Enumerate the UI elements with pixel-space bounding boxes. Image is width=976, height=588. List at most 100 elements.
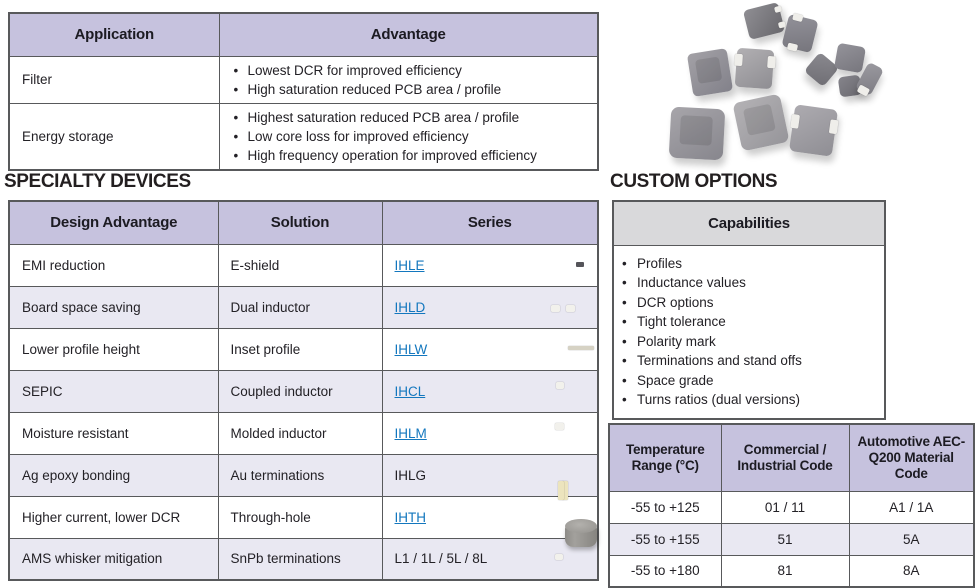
application-header: Application — [8, 12, 220, 57]
table-row: Lower profile height Inset profile IHLW — [8, 327, 599, 371]
solution-cell: SnPb terminations — [217, 537, 383, 581]
design-advantage-cell: Ag epoxy bonding — [8, 453, 219, 497]
table-row: -55 to +180 81 8A — [608, 554, 975, 588]
table-row: Board space saving Dual inductor IHLD — [8, 285, 599, 329]
capability-item: Polarity mark — [620, 332, 878, 352]
ihle-series-link[interactable]: IHLE — [394, 257, 425, 273]
advantage-cell: Highest saturation reduced PCB area / pr… — [218, 102, 599, 170]
table-row: Moisture resistant Molded inductor IHLM — [8, 411, 599, 455]
design-advantage-cell: Lower profile height — [8, 327, 219, 371]
inductor-components-photo — [620, 0, 976, 170]
advantage-item: Highest saturation reduced PCB area / pr… — [232, 108, 598, 127]
automotive-code-header: Automotive AEC-Q200 Material Code — [848, 423, 975, 492]
solution-cell: Coupled inductor — [217, 369, 383, 413]
ihcl-series-link[interactable]: IHCL — [394, 383, 426, 399]
design-advantage-cell: SEPIC — [8, 369, 219, 413]
ihth-series-link[interactable]: IHTH — [394, 509, 427, 525]
specialty-devices-heading: SPECIALTY DEVICES — [4, 171, 191, 192]
solution-cell: Au terminations — [217, 453, 383, 497]
design-advantage-cell: Board space saving — [8, 285, 219, 329]
advantage-item: High saturation reduced PCB area / profi… — [232, 80, 598, 99]
automotive-code-cell: 5A — [848, 522, 975, 556]
series-cell: IHLM — [381, 411, 599, 455]
series-header: Series — [381, 200, 599, 245]
capability-item: Turns ratios (dual versions) — [620, 390, 878, 410]
inductor-component — [833, 42, 867, 74]
table-header-row: Design Advantage Solution Series — [8, 200, 599, 245]
inductor-component — [803, 51, 840, 88]
specialty-devices-table: Design Advantage Solution Series EMI red… — [8, 200, 599, 581]
advantage-cell: Lowest DCR for improved efficiency High … — [218, 55, 599, 104]
table-header-row: Application Advantage — [8, 12, 599, 57]
temperature-range-cell: -55 to +180 — [608, 554, 722, 588]
table-row: EMI reduction E-shield IHLE — [8, 243, 599, 287]
design-advantage-cell: Moisture resistant — [8, 411, 219, 455]
inductor-component — [781, 12, 819, 54]
ihld-series-link[interactable]: IHLD — [394, 299, 426, 315]
ihlg-series-text: IHLG — [394, 467, 427, 483]
design-advantage-header: Design Advantage — [8, 200, 219, 245]
table-header-row: Temperature Range (°C) Commercial / Indu… — [608, 423, 975, 492]
capability-item: Tight tolerance — [620, 312, 878, 332]
inductor-component — [732, 93, 790, 152]
table-header-row: Capabilities — [612, 200, 886, 246]
commercial-code-header: Commercial / Industrial Code — [720, 423, 850, 492]
l1-series-text: L1 / 1L / 5L / 8L — [394, 551, 488, 567]
table-row: Ag epoxy bonding Au terminations IHLG — [8, 453, 599, 500]
capabilities-list: Profiles Inductance values DCR options T… — [620, 254, 878, 410]
inductor-component — [742, 2, 787, 40]
solution-cell: Dual inductor — [217, 285, 383, 329]
solution-cell: Through-hole — [217, 495, 383, 539]
inductor-component — [734, 47, 776, 90]
temperature-range-cell: -55 to +125 — [608, 490, 722, 524]
inductor-component — [668, 106, 726, 161]
capabilities-table: Capabilities Profiles Inductance values … — [612, 200, 886, 420]
temperature-range-cell: -55 to +155 — [608, 522, 722, 556]
inductor-component — [686, 48, 734, 97]
capability-item: DCR options — [620, 293, 878, 313]
temperature-code-table: Temperature Range (°C) Commercial / Indu… — [608, 423, 975, 588]
advantage-item: Lowest DCR for improved efficiency — [232, 61, 598, 80]
application-cell: Filter — [8, 55, 220, 104]
table-row: Profiles Inductance values DCR options T… — [612, 244, 886, 419]
capability-item: Space grade — [620, 371, 878, 391]
series-cell: IHLW — [381, 327, 599, 371]
table-row: -55 to +155 51 5A — [608, 522, 975, 556]
table-row: Higher current, lower DCR Through-hole I… — [8, 495, 599, 547]
solution-header: Solution — [217, 200, 383, 245]
advantage-list: Highest saturation reduced PCB area / pr… — [232, 108, 598, 165]
automotive-code-cell: A1 / 1A — [848, 490, 975, 524]
advantage-item: Low core loss for improved efficiency — [232, 127, 598, 146]
application-advantage-table: Application Advantage Filter Lowest DCR … — [8, 12, 599, 171]
capability-item: Terminations and stand offs — [620, 351, 878, 371]
advantage-header: Advantage — [218, 12, 599, 57]
design-advantage-cell: Higher current, lower DCR — [8, 495, 219, 539]
capabilities-header: Capabilities — [612, 200, 886, 246]
commercial-code-cell: 01 / 11 — [720, 490, 850, 524]
table-row: SEPIC Coupled inductor IHCL — [8, 369, 599, 413]
application-cell: Energy storage — [8, 102, 220, 170]
series-cell: L1 / 1L / 5L / 8L — [381, 537, 599, 581]
series-cell: IHTH — [381, 495, 599, 547]
automotive-code-cell: 8A — [848, 554, 975, 588]
temperature-range-header: Temperature Range (°C) — [608, 423, 722, 492]
series-cell: IHLE — [381, 243, 599, 287]
series-cell: IHCL — [381, 369, 599, 413]
solution-cell: Molded inductor — [217, 411, 383, 455]
table-row: AMS whisker mitigation SnPb terminations… — [8, 537, 599, 581]
capability-item: Profiles — [620, 254, 878, 274]
capability-item: Inductance values — [620, 273, 878, 293]
solution-cell: E-shield — [217, 243, 383, 287]
solution-cell: Inset profile — [217, 327, 383, 371]
advantage-item: High frequency operation for improved ef… — [232, 146, 598, 165]
commercial-code-cell: 51 — [720, 522, 850, 556]
ihlw-series-link[interactable]: IHLW — [394, 341, 428, 357]
inductor-component — [788, 104, 839, 157]
commercial-code-cell: 81 — [720, 554, 850, 588]
series-cell: IHLG — [381, 453, 599, 500]
series-cell: IHLD — [381, 285, 599, 329]
capabilities-cell: Profiles Inductance values DCR options T… — [612, 244, 886, 419]
design-advantage-cell: AMS whisker mitigation — [8, 537, 219, 581]
ihlm-series-link[interactable]: IHLM — [394, 425, 427, 441]
advantage-list: Lowest DCR for improved efficiency High … — [232, 61, 598, 99]
